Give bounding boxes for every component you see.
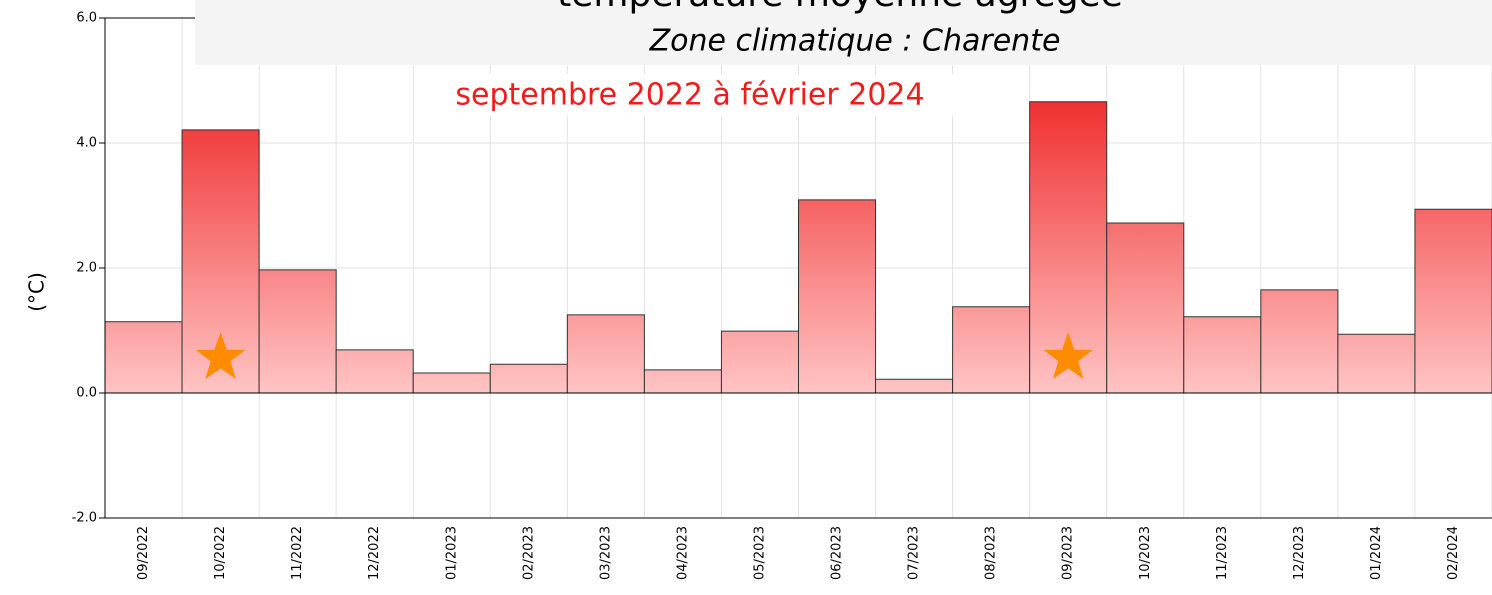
x-tick-label: 02/2024 [1446,526,1461,580]
x-tick-label: 10/2023 [1138,526,1153,580]
x-tick-label: 09/2023 [1061,526,1076,580]
x-tick-label: 10/2022 [213,526,228,580]
bar [489,363,568,394]
x-tick-label: 12/2023 [1292,526,1307,580]
x-tick-label: 02/2023 [521,526,536,580]
bar [875,378,954,394]
bar [412,372,491,394]
x-tick-label: 08/2023 [984,526,999,580]
bar [1337,333,1416,394]
x-tick-label: 01/2023 [444,526,459,580]
bar [798,199,877,394]
x-tick-label: 03/2023 [598,526,613,580]
x-tick-label: 07/2023 [907,526,922,580]
bar [335,349,414,394]
y-tick-label: 4.0 [76,136,97,151]
bar [643,369,722,394]
bar [1183,316,1262,394]
y-tick-label: 0.0 [76,386,97,401]
bar [952,306,1031,394]
title-box [195,0,1492,65]
chart-title: température moyenne agrégée [557,0,1123,15]
period-box [425,74,955,116]
bar [720,330,800,394]
bar [258,269,337,394]
star-marker [1043,332,1093,379]
x-tick-label: 09/2022 [136,526,151,580]
y-tick-label: 6.0 [76,11,97,26]
bar [1260,289,1339,394]
x-tick-label: 11/2023 [1215,526,1230,580]
x-tick-label: 12/2022 [367,526,382,580]
bar [566,314,645,394]
y-axis-label: (°C) [25,272,49,312]
bar [104,321,183,394]
y-tick-label: -2.0 [72,511,97,526]
y-tick-label: 2.0 [76,261,97,276]
x-tick-label: 06/2023 [830,526,845,580]
bar [1106,222,1185,394]
x-tick-label: 01/2024 [1369,526,1384,580]
period-label: septembre 2022 à février 2024 [455,78,924,113]
bar [1414,208,1492,394]
chart-subtitle: Zone climatique : Charente [649,24,1061,59]
star-marker [195,332,246,379]
x-tick-label: 04/2023 [675,526,690,580]
x-tick-label: 11/2022 [290,526,305,580]
x-tick-label: 05/2023 [752,526,767,580]
